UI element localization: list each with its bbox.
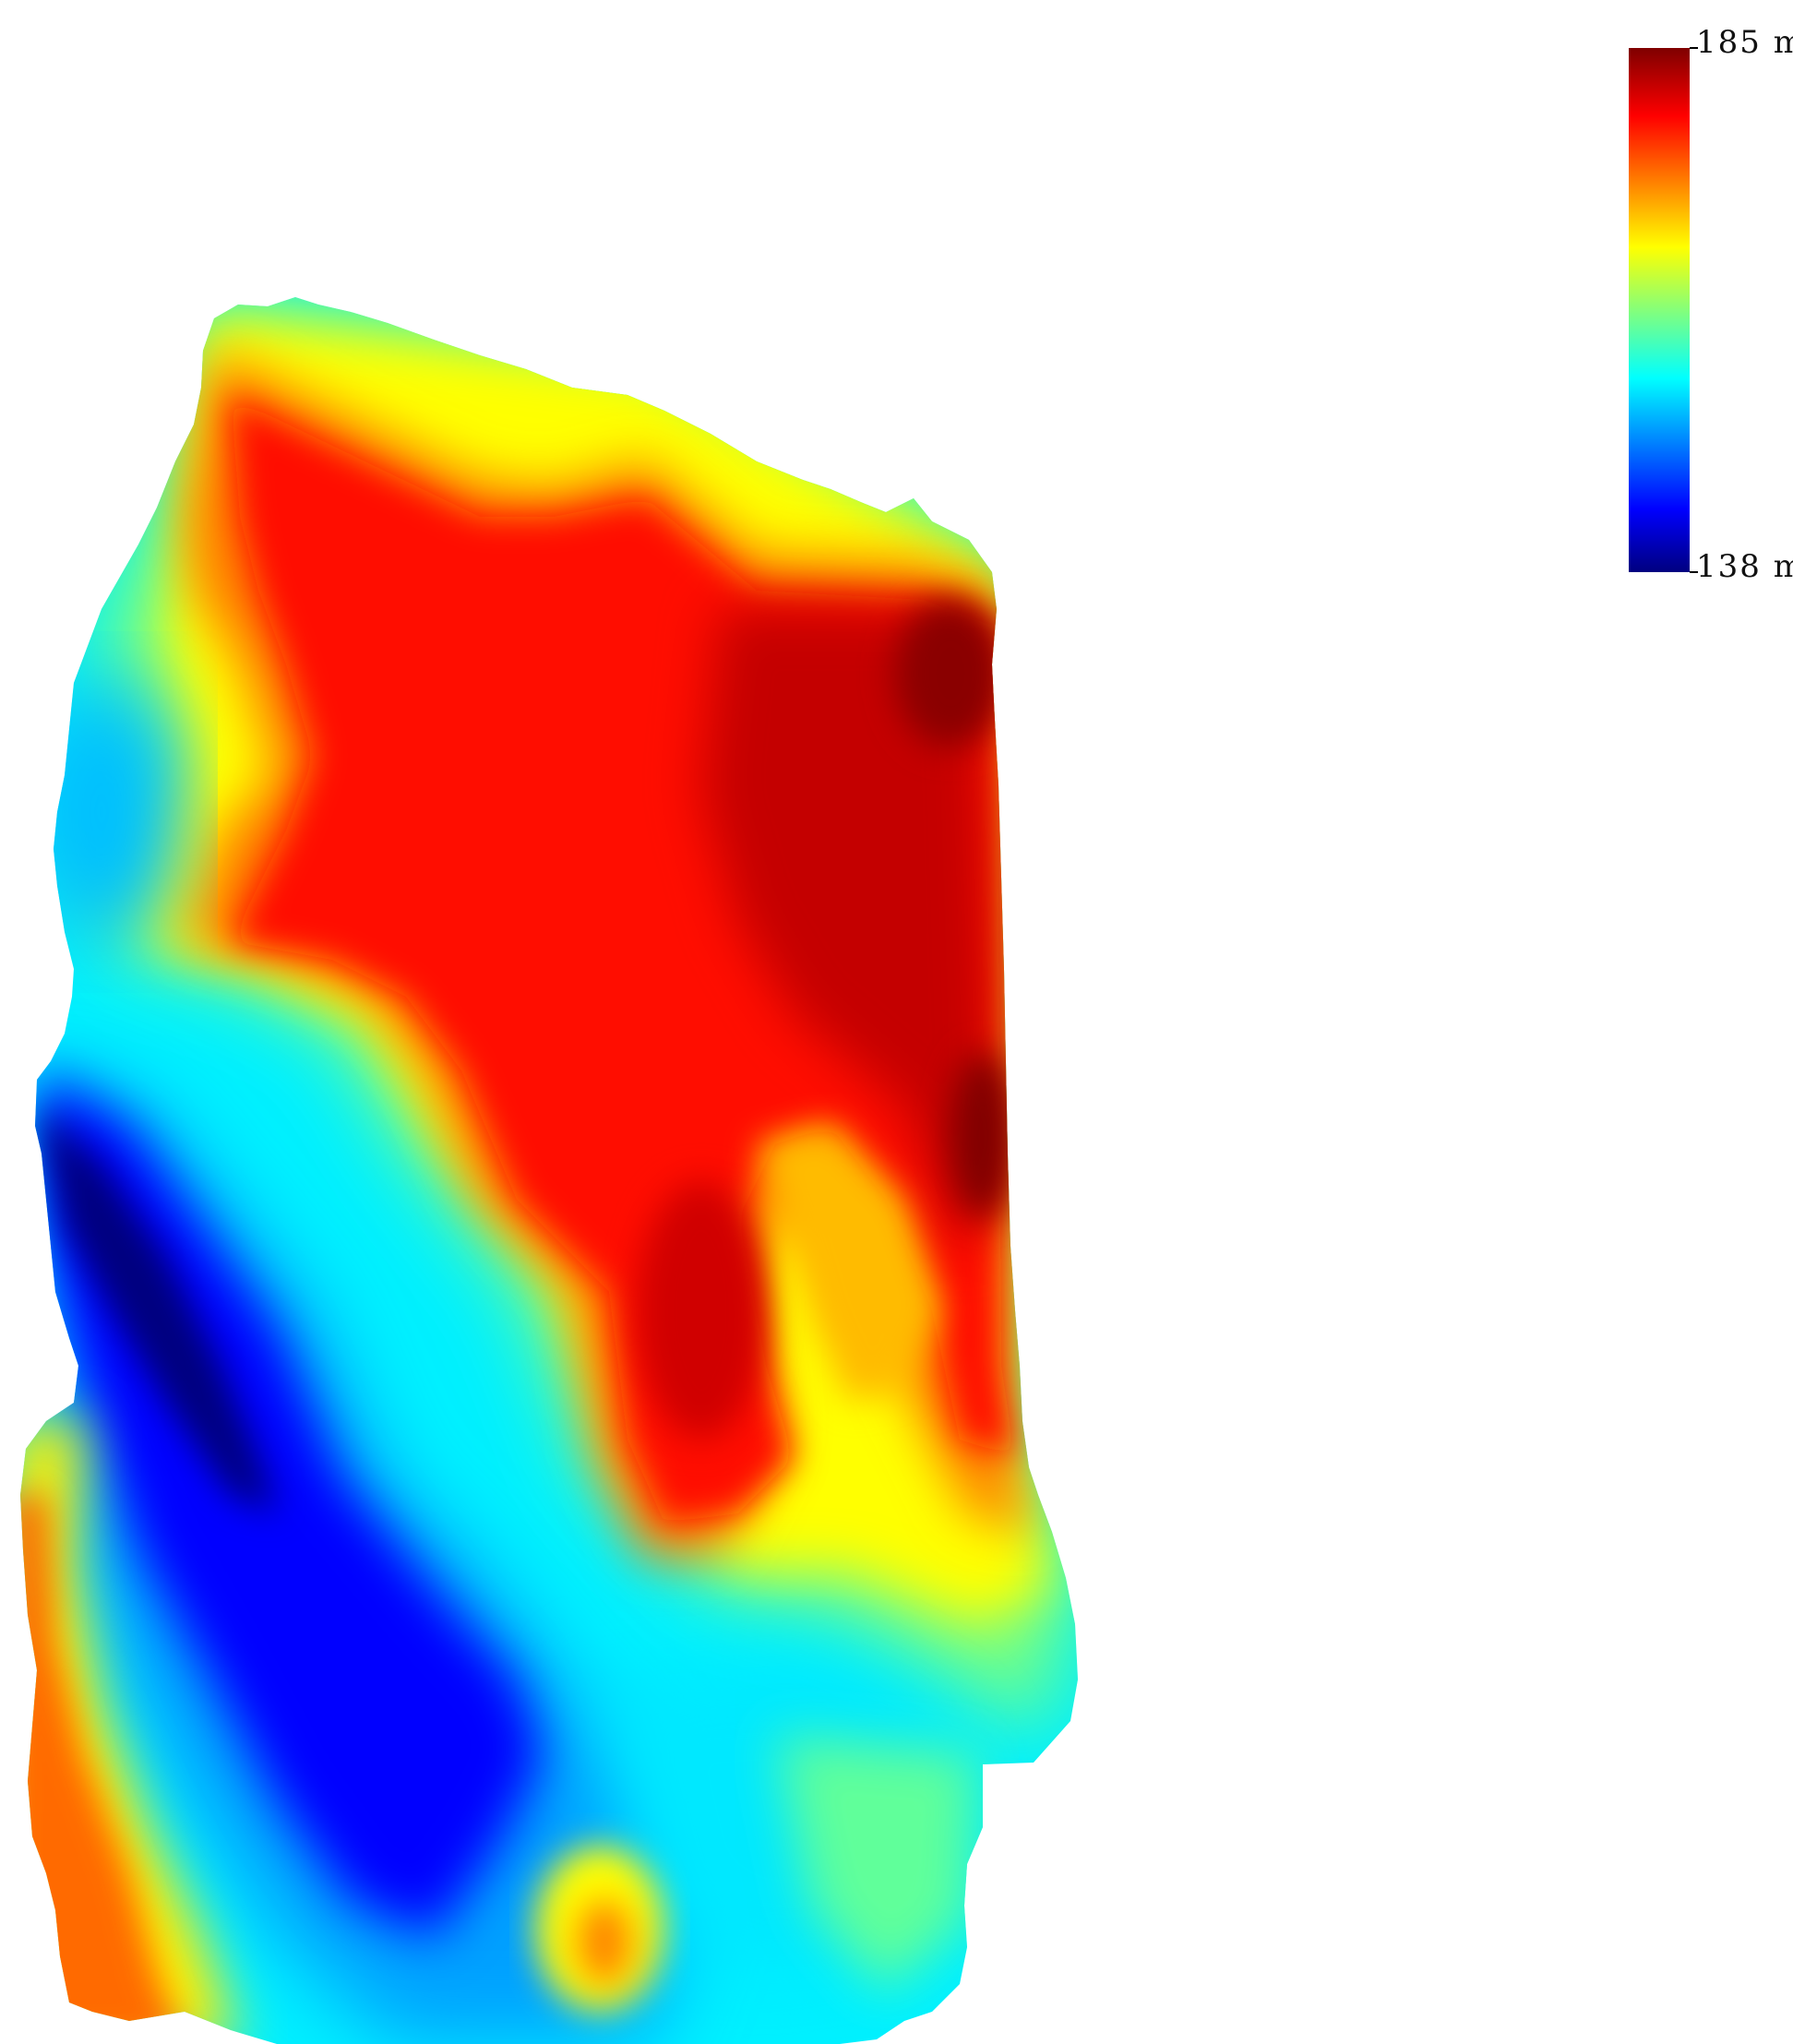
legend-max-label: 185 m <box>1696 24 1793 61</box>
legend-min-label: 138 m <box>1696 548 1793 585</box>
elevation-raster <box>20 297 1078 2044</box>
legend-colorbar <box>1629 48 1690 572</box>
